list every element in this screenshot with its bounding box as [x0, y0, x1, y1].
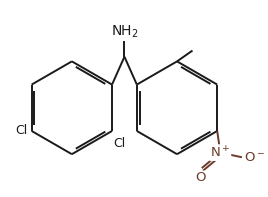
Text: Cl: Cl — [15, 125, 27, 138]
Text: N$^+$: N$^+$ — [210, 145, 231, 160]
Text: O$^-$: O$^-$ — [244, 151, 265, 164]
Text: Cl: Cl — [114, 137, 126, 150]
Text: O: O — [195, 171, 206, 184]
Text: NH$_2$: NH$_2$ — [111, 23, 138, 40]
